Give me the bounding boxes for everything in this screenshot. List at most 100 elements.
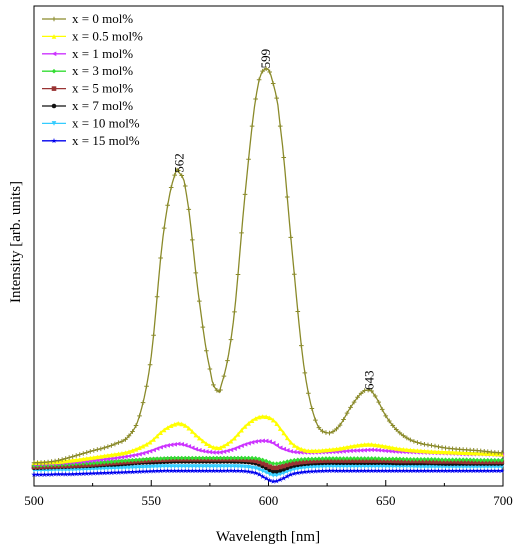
data-point [355, 443, 360, 448]
data-point [256, 438, 262, 444]
data-point [259, 473, 266, 479]
data-point [372, 442, 378, 448]
data-point [467, 467, 473, 474]
data-point [77, 457, 83, 462]
data-point [280, 475, 287, 481]
data-point [123, 437, 128, 442]
data-point [144, 383, 149, 389]
data-point [474, 457, 480, 463]
data-point [457, 450, 462, 455]
data-point [112, 465, 118, 471]
data-point [443, 464, 448, 470]
data-point [429, 464, 434, 470]
data-point [168, 423, 174, 429]
data-point [126, 433, 132, 439]
data-point [274, 461, 280, 466]
data-point [267, 439, 272, 445]
data-point [63, 458, 68, 464]
data-point [182, 442, 188, 448]
data-point [232, 435, 237, 441]
data-point [161, 456, 167, 461]
data-point [326, 467, 333, 474]
data-point [450, 464, 455, 470]
data-point [333, 467, 340, 474]
data-point [154, 468, 160, 474]
data-point [291, 470, 298, 476]
data-point [415, 448, 420, 453]
data-point [133, 423, 139, 428]
peak-label: 562 [171, 153, 186, 173]
data-point [390, 464, 396, 469]
data-point [432, 449, 438, 455]
data-point [330, 429, 336, 434]
data-point [460, 450, 466, 456]
data-point [277, 426, 283, 431]
data-point [144, 464, 149, 470]
data-point [266, 477, 273, 483]
data-point [66, 455, 72, 460]
data-point [84, 450, 90, 455]
data-point [316, 468, 322, 474]
series-6 [31, 464, 505, 478]
data-point [105, 459, 111, 465]
data-point [175, 464, 181, 469]
data-point [302, 370, 308, 376]
data-point [288, 449, 294, 454]
data-point [218, 387, 223, 393]
data-point [492, 457, 498, 463]
data-point [344, 410, 350, 416]
data-point [386, 418, 392, 424]
data-point [55, 471, 62, 477]
data-point [306, 390, 311, 396]
data-point [306, 465, 311, 470]
data-point [225, 464, 230, 469]
data-point [495, 467, 502, 474]
x-tick-label: 700 [493, 493, 513, 508]
data-point [207, 464, 213, 469]
data-point [404, 467, 410, 474]
data-point [382, 467, 389, 474]
data-point [123, 450, 128, 455]
data-point [253, 456, 258, 461]
data-point [253, 466, 258, 471]
data-point [450, 450, 455, 455]
data-point [207, 455, 213, 461]
data-point [102, 445, 107, 451]
data-point [59, 462, 65, 467]
data-point [471, 450, 476, 456]
data-point [460, 457, 466, 462]
data-point [471, 464, 476, 470]
data-point [77, 452, 83, 457]
data-point [316, 456, 322, 462]
data-point [288, 471, 294, 477]
data-point [316, 464, 322, 470]
data-point [165, 455, 170, 461]
data-point [425, 467, 431, 474]
data-point [260, 414, 265, 419]
data-point [372, 393, 378, 399]
data-point [161, 225, 167, 231]
data-point [143, 468, 150, 474]
data-point [320, 456, 325, 461]
data-point [270, 473, 276, 478]
data-point [147, 468, 153, 474]
data-point [140, 450, 146, 456]
data-point [98, 460, 104, 465]
data-point [274, 95, 280, 101]
data-point [299, 457, 304, 462]
data-point [196, 467, 203, 474]
data-point [59, 457, 65, 462]
data-point [249, 440, 255, 445]
data-point [211, 445, 216, 450]
legend-entry: x = 1 mol% [42, 46, 133, 61]
data-point [351, 443, 357, 449]
data-point [235, 444, 241, 450]
data-point [140, 443, 146, 449]
series-1 [31, 414, 505, 465]
data-point [129, 469, 136, 475]
data-point [270, 417, 276, 423]
data-point [379, 456, 385, 462]
data-point [288, 458, 294, 464]
legend-label: x = 0.5 mol% [72, 28, 143, 43]
data-point [496, 464, 501, 470]
